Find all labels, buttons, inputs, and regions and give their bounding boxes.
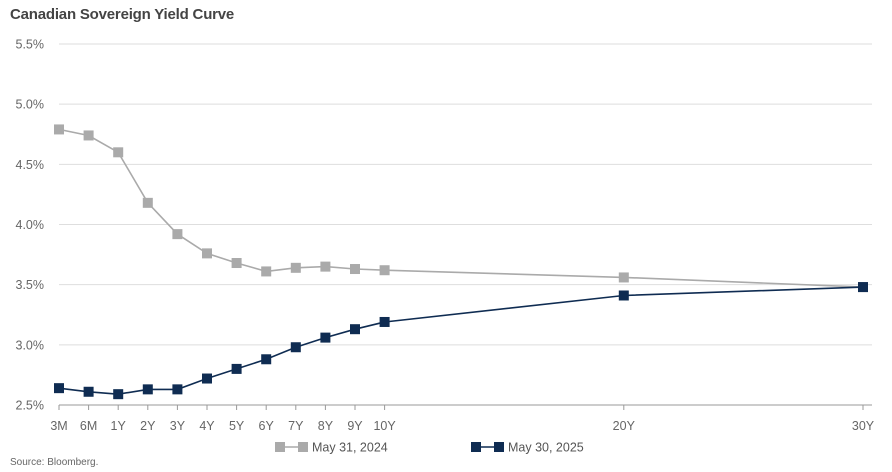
data-point xyxy=(113,389,124,400)
series-may-2025 xyxy=(54,282,868,400)
x-tick-label: 7Y xyxy=(288,419,304,433)
data-point xyxy=(172,229,183,240)
series-may-2024 xyxy=(54,124,868,293)
x-tick-label: 6Y xyxy=(259,419,275,433)
legend-item: May 30, 2025 xyxy=(471,441,584,455)
series-line xyxy=(58,286,864,396)
legend-label: May 31, 2024 xyxy=(312,441,388,455)
x-tick-label: 6M xyxy=(80,419,97,433)
x-tick-label: 3M xyxy=(50,419,67,433)
data-point xyxy=(231,363,242,374)
data-point xyxy=(172,384,183,395)
series-lines xyxy=(54,124,868,400)
x-tick-label: 8Y xyxy=(318,419,334,433)
data-point xyxy=(290,342,301,353)
data-point xyxy=(858,282,868,293)
legend-item: May 31, 2024 xyxy=(275,441,388,455)
data-point xyxy=(290,262,301,273)
x-tick-label: 20Y xyxy=(613,419,636,433)
data-point xyxy=(618,272,629,283)
data-point xyxy=(379,316,390,327)
data-point xyxy=(202,373,212,384)
x-tick-label: 1Y xyxy=(111,419,127,433)
data-point xyxy=(320,332,331,343)
gridlines xyxy=(59,43,872,406)
y-tick-label: 4.0% xyxy=(16,218,45,232)
x-tick-label: 10Y xyxy=(373,419,396,433)
y-tick-labels: 2.5% 3.0% 3.5% 4.0% 4.5% 5.0% 5.5% xyxy=(16,38,45,413)
legend-label: May 30, 2025 xyxy=(508,441,584,455)
data-point xyxy=(54,124,64,135)
data-point xyxy=(320,261,331,272)
x-tick-label: 9Y xyxy=(347,419,363,433)
y-tick-label: 3.0% xyxy=(16,338,45,352)
data-point xyxy=(54,383,64,394)
x-tick-labels: 3M 6M 1Y 2Y 3Y 4Y 5Y 6Y 7Y 8Y 9Y 10Y 20Y 30Y xyxy=(50,405,875,433)
data-point xyxy=(83,130,94,141)
x-tick-label: 2Y xyxy=(140,419,156,433)
data-point xyxy=(202,248,212,259)
data-point xyxy=(379,265,390,276)
data-point xyxy=(618,290,629,301)
source-note: Source: Bloomberg. xyxy=(10,457,99,468)
data-point xyxy=(350,324,360,335)
x-tick-label: 4Y xyxy=(199,419,215,433)
legend: May 31, 2024 May 30, 2025 xyxy=(275,441,584,455)
data-point xyxy=(261,354,272,365)
legend-marker-icon xyxy=(298,442,308,452)
data-point xyxy=(350,264,360,275)
series-line xyxy=(58,128,864,288)
data-point xyxy=(142,197,153,208)
data-point xyxy=(231,258,242,269)
y-tick-label: 2.5% xyxy=(16,399,45,413)
y-tick-label: 4.5% xyxy=(16,158,45,172)
data-point xyxy=(113,147,124,158)
legend-marker-icon xyxy=(471,442,481,452)
data-point xyxy=(142,384,153,395)
legend-marker-icon xyxy=(275,442,285,452)
x-tick-label: 3Y xyxy=(170,419,186,433)
data-point xyxy=(261,266,272,277)
x-tick-label: 5Y xyxy=(229,419,245,433)
y-tick-label: 3.5% xyxy=(16,278,45,292)
data-point xyxy=(83,386,94,397)
x-tick-label: 30Y xyxy=(852,419,875,433)
y-tick-label: 5.0% xyxy=(16,98,45,112)
y-tick-label: 5.5% xyxy=(16,38,45,52)
chart-title: Canadian Sovereign Yield Curve xyxy=(10,6,235,23)
legend-marker-icon xyxy=(494,442,504,452)
